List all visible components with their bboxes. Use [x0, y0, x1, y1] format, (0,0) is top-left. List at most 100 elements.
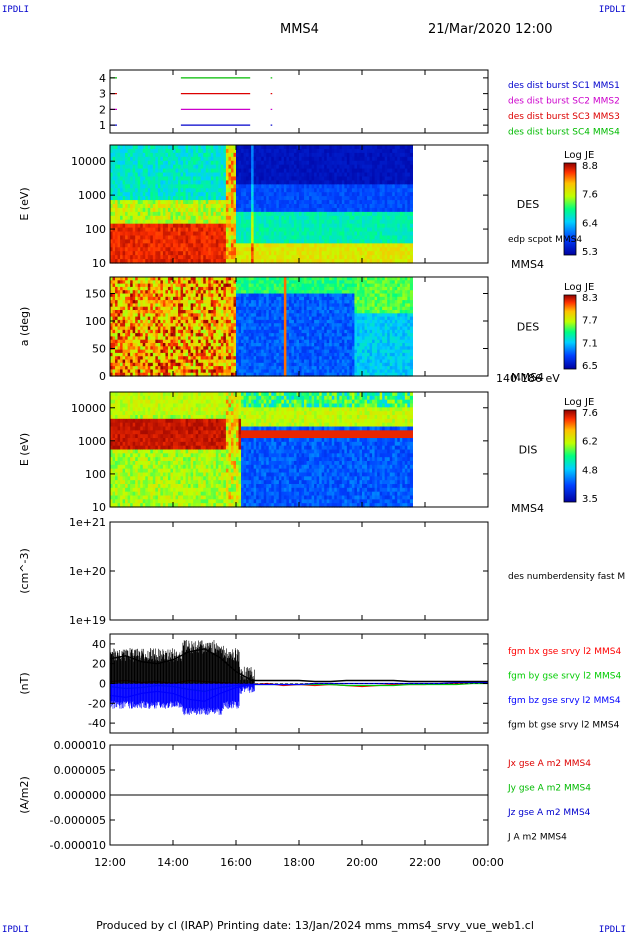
spectrogram-cell — [387, 188, 391, 193]
spectrogram-cell — [167, 293, 172, 298]
spectrogram-cell — [125, 329, 129, 334]
spectrogram-cell — [351, 184, 356, 189]
spectrogram-cell — [193, 286, 197, 291]
spectrogram-cell — [215, 152, 219, 158]
spectrogram-cell — [183, 359, 187, 364]
spectrogram-cell — [115, 333, 119, 337]
spectrogram-cell — [273, 172, 277, 178]
spectrogram-cell — [193, 145, 197, 150]
spectrogram-cell — [296, 148, 300, 154]
spectrogram-cell — [213, 319, 217, 324]
spectrogram-cell — [261, 148, 265, 154]
spectrogram-cell — [175, 290, 179, 295]
spectrogram-cell — [228, 251, 232, 256]
spectrogram-cell — [389, 211, 393, 217]
spectrogram-cell — [147, 196, 151, 201]
spectrogram-cell — [185, 176, 189, 181]
spectrogram-cell — [132, 283, 136, 288]
spectrogram-cell — [122, 352, 126, 357]
spectrogram-cell — [137, 346, 141, 351]
spectrogram-cell — [183, 372, 187, 377]
spectrogram-cell — [397, 145, 401, 150]
spectrogram-cell — [213, 349, 217, 354]
spectrogram-cell — [142, 280, 146, 285]
spectrogram-cell — [271, 200, 275, 205]
spectrogram-cell — [185, 188, 189, 193]
spectrogram-cell — [397, 152, 401, 158]
spectrogram-cell — [205, 200, 209, 205]
spectrogram-cell — [336, 168, 340, 174]
spectrogram-cell — [321, 204, 325, 209]
spectrogram-cell — [152, 200, 156, 205]
spectrogram-cell — [200, 259, 204, 264]
spectrogram-cell — [225, 152, 230, 158]
spectrogram-cell — [173, 356, 177, 361]
spectrogram-cell — [319, 196, 323, 201]
spectrogram-cell — [283, 192, 287, 197]
spectrogram-cell — [223, 303, 227, 308]
spectrogram-cell — [331, 172, 335, 178]
spectrogram-cell — [132, 346, 136, 351]
spectrogram-cell — [198, 300, 202, 304]
spectrogram-cell — [135, 211, 139, 217]
spectrogram-cell — [130, 207, 134, 213]
spectrogram-cell — [241, 259, 245, 264]
spectrogram-cell — [155, 156, 159, 162]
spectrogram-cell — [321, 243, 325, 248]
spectrogram-cell — [178, 319, 182, 324]
spectrogram-cell — [185, 207, 189, 213]
spectrogram-cell — [394, 215, 398, 221]
spectrogram-cell — [180, 148, 184, 154]
spectrogram-cell — [241, 207, 245, 213]
spectrogram-cell — [319, 168, 323, 174]
spectrogram-cell — [291, 188, 295, 193]
spectrogram-cell — [150, 286, 154, 291]
spectrogram-cell — [236, 168, 240, 174]
spectrogram-cell — [203, 219, 207, 225]
spectrogram-cell — [261, 164, 265, 170]
spectrogram-cell — [145, 310, 149, 314]
spectrogram-cell — [193, 293, 197, 298]
spectrogram-cell — [253, 235, 257, 240]
spectrogram-cell — [311, 168, 315, 174]
spectrogram-cell — [142, 204, 146, 209]
spectrogram-cell — [110, 369, 114, 374]
spectrogram-cell — [223, 352, 227, 357]
spectrogram-cell — [253, 259, 257, 264]
spectrogram-cell — [215, 196, 219, 201]
spectrogram-cell — [127, 290, 131, 295]
spectrogram-cell — [256, 148, 260, 154]
spectrogram-cell — [175, 336, 179, 341]
spectrogram-cell — [165, 300, 169, 304]
spectrogram-cell — [225, 306, 230, 311]
spectrogram-cell — [271, 204, 275, 209]
spectrogram-cell — [230, 184, 235, 189]
spectrogram-cell — [112, 176, 116, 181]
spectrogram-cell — [145, 148, 149, 154]
spectrogram-cell — [162, 349, 167, 354]
spectrogram-cell — [261, 184, 265, 189]
spectrogram-cell — [321, 200, 325, 205]
spectrogram-cell — [198, 319, 202, 324]
spectrogram-cell — [238, 192, 242, 197]
spectrogram-cell — [117, 223, 121, 229]
spectrogram-cell — [266, 145, 270, 150]
spectrogram-cell — [407, 215, 411, 221]
spectrogram-cell — [344, 196, 348, 201]
spectrogram-cell — [147, 280, 151, 285]
spectrogram-cell — [210, 306, 214, 311]
spectrogram-cell — [170, 207, 174, 213]
spectrogram-cell — [314, 152, 318, 158]
spectrogram-cell — [241, 184, 245, 189]
spectrogram-cell — [117, 369, 121, 374]
spectrogram-cell — [170, 329, 174, 334]
spectrogram-cell — [137, 251, 141, 256]
spectrogram-cell — [162, 366, 167, 370]
spectrogram-cell — [125, 188, 129, 193]
spectrogram-cell — [341, 231, 345, 237]
spectrogram-cell — [397, 243, 401, 248]
spectrogram-cell — [150, 259, 154, 264]
spectrogram-cell — [142, 339, 146, 344]
spectrogram-cell — [193, 223, 197, 229]
spectrogram-cell — [351, 227, 356, 233]
